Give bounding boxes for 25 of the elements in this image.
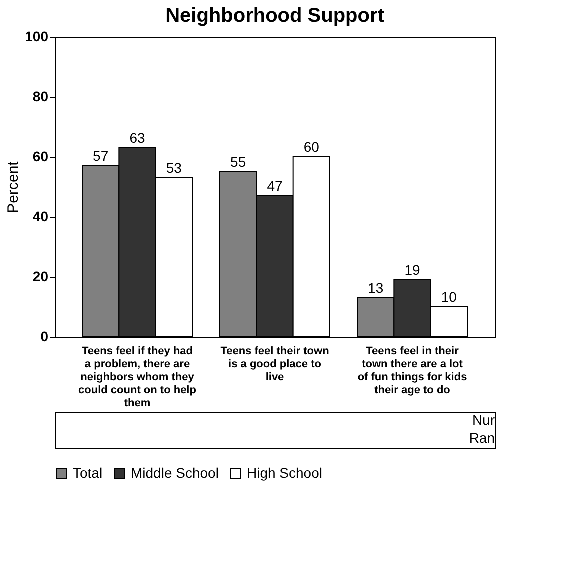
x-tick-label: Teens feel if they had a problem, there are neighbors whom they could count on to help them (78, 346, 197, 410)
data-label: 55 (230, 154, 246, 170)
data-label: 63 (130, 130, 146, 146)
data-label: 13 (368, 280, 384, 296)
data-label: 57 (93, 148, 109, 164)
y-tick-label: 40 (32, 208, 49, 224)
data-label: 53 (166, 160, 182, 176)
y-tick-label: 60 (32, 148, 49, 164)
text: Ran (469, 430, 495, 446)
data-label: 60 (304, 139, 320, 155)
y-tick-label: 100 (25, 28, 49, 44)
legend-label: Middle School (131, 465, 219, 481)
text: Nur (472, 412, 496, 428)
y-tick-label: 20 (32, 268, 49, 284)
data-label: 19 (404, 262, 420, 278)
legend-label: Total (73, 465, 103, 481)
y-axis-title: Percent (5, 160, 22, 214)
x-tick-label: Teens feel their town is a good place to live (220, 346, 330, 384)
y-tick-label: 80 (32, 88, 49, 104)
legend-label: High School (247, 465, 322, 481)
data-label: 10 (441, 289, 458, 305)
y-tick-label: 0 (40, 328, 49, 344)
data-label: 47 (267, 178, 283, 194)
chart-title: Neighborhood Support (166, 5, 385, 27)
x-tick-label: Teens feel in their town there are a lot of fun things for kids their age to do (358, 346, 468, 396)
